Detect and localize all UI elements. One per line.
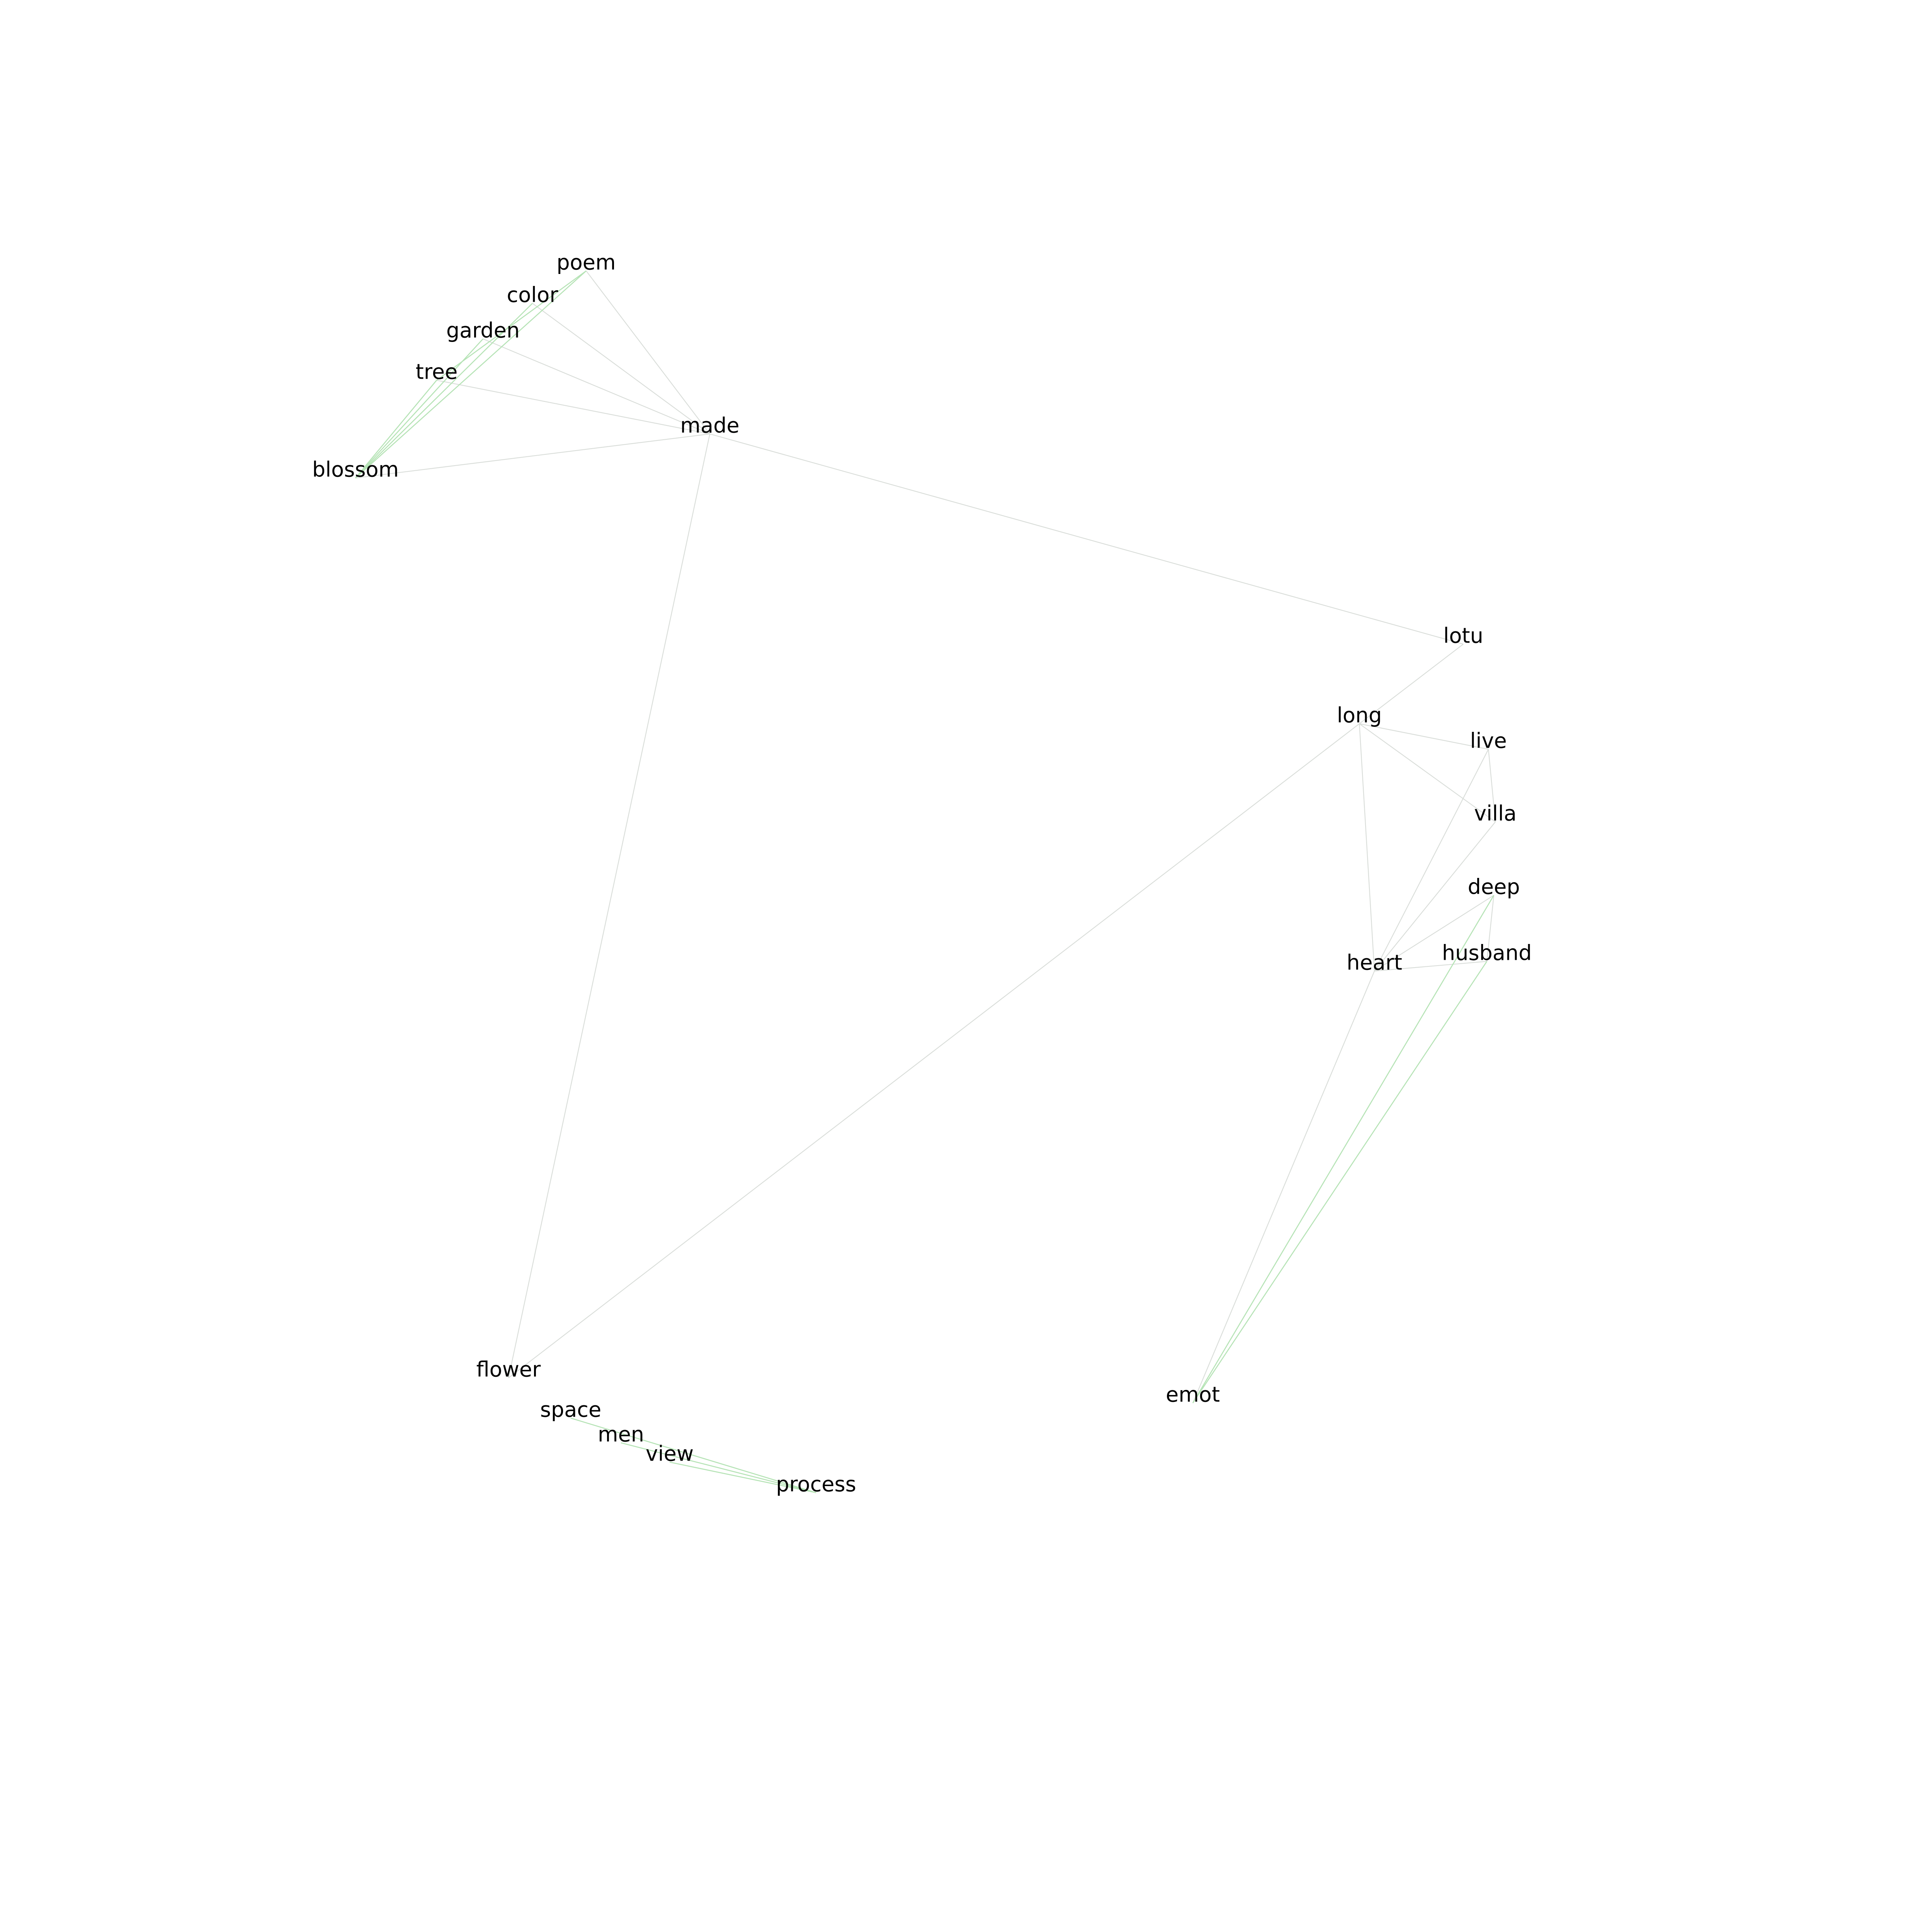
node-label-space: space (540, 1398, 601, 1422)
node-label-live: live (1470, 729, 1507, 753)
edge-garden-blossom (355, 338, 483, 478)
edge-garden-made (483, 338, 710, 435)
node-label-emot: emot (1166, 1383, 1220, 1407)
node-label-lotu: lotu (1443, 624, 1483, 648)
node-label-heart: heart (1347, 951, 1402, 975)
edge-poem-made (586, 270, 710, 434)
edge-men-process (621, 1442, 816, 1493)
edge-heart-husband (1374, 961, 1487, 972)
node-label-villa: villa (1474, 801, 1517, 826)
node-label-garden: garden (446, 318, 520, 343)
edge-blossom-made (355, 433, 710, 479)
node-label-tree: tree (416, 360, 458, 384)
node-label-flower: flower (476, 1357, 541, 1382)
node-label-deep: deep (1468, 875, 1520, 899)
edge-husband-emot (1192, 961, 1488, 1403)
edge-lotu-long (1359, 644, 1464, 724)
edge-space-process (570, 1417, 816, 1493)
edge-tree-made (436, 379, 710, 435)
edges-layer (355, 270, 1496, 1493)
edge-live-heart (1374, 749, 1489, 971)
node-label-view: view (646, 1442, 694, 1466)
node-label-made: made (680, 413, 739, 438)
edge-long-villa (1359, 723, 1496, 822)
edge-color-blossom (355, 303, 533, 478)
node-label-long: long (1337, 703, 1382, 728)
edge-color-made (532, 303, 710, 434)
edge-made-flower (508, 434, 711, 1378)
edge-long-heart (1359, 723, 1375, 971)
edge-villa-heart (1374, 821, 1496, 971)
edge-deep-heart (1374, 895, 1494, 971)
edge-live-villa (1488, 749, 1496, 822)
edge-tree-blossom (355, 380, 437, 478)
edge-deep-emot (1192, 895, 1495, 1403)
edge-deep-husband (1486, 895, 1495, 962)
edge-heart-emot (1192, 971, 1375, 1403)
node-label-color: color (507, 283, 559, 307)
node-label-poem: poem (556, 250, 616, 275)
edge-made-lotu (709, 433, 1464, 645)
edge-poem-blossom (355, 270, 587, 478)
node-label-process: process (776, 1472, 856, 1497)
node-label-men: men (598, 1422, 644, 1447)
edge-long-flower (508, 723, 1360, 1378)
edge-long-live (1359, 723, 1489, 750)
node-label-husband: husband (1442, 941, 1532, 965)
node-label-blossom: blossom (312, 457, 399, 482)
nodes-layer: poem color garden tree made blossom lotu long li… (312, 250, 1532, 1497)
edge-view-process (669, 1461, 816, 1493)
